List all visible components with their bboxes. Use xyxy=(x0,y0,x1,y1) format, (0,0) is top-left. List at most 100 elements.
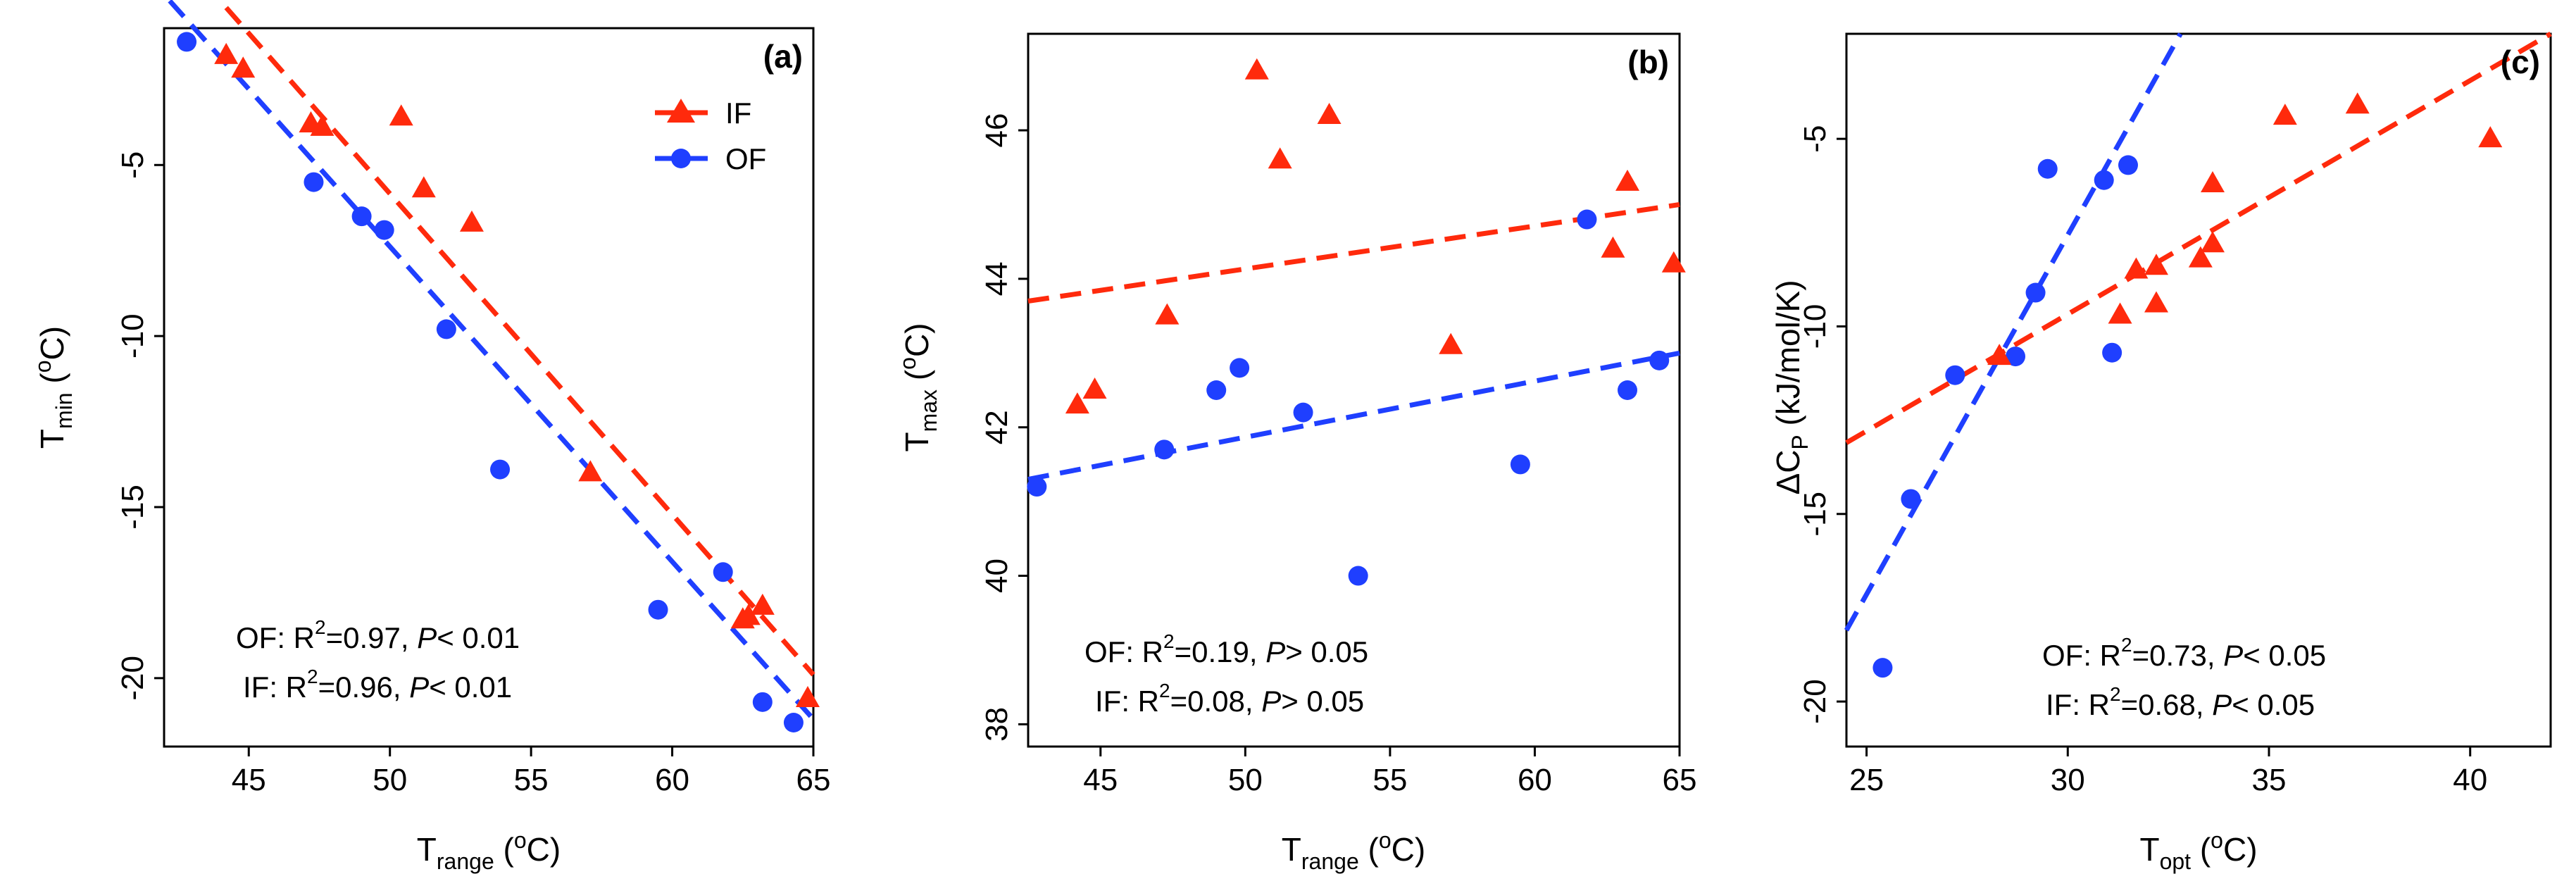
data-point-if xyxy=(231,56,256,78)
legend-of-circle xyxy=(671,149,691,168)
data-point-if xyxy=(2124,257,2149,279)
y-tick-label: -20 xyxy=(1798,679,1832,724)
y-tick-label: -20 xyxy=(115,656,150,701)
data-point-of xyxy=(1027,477,1047,497)
data-point-of xyxy=(1206,380,1227,400)
legend-if-triangle xyxy=(667,99,695,123)
x-tick-label: 50 xyxy=(373,763,407,797)
fit-line-of xyxy=(1027,350,1680,482)
data-point-if xyxy=(2201,171,2225,193)
data-point-if xyxy=(1155,303,1180,325)
x-tick-label: 65 xyxy=(1663,763,1697,797)
stat-annotation-if: IF: R2=0.96, P< 0.01 xyxy=(243,666,512,704)
data-point-of xyxy=(490,459,511,480)
stat-annotation-of: OF: R2=0.97, P< 0.01 xyxy=(236,616,520,654)
data-point-of xyxy=(2037,158,2058,179)
legend: IF OF xyxy=(655,96,766,175)
stat-annotation-if: IF: R2=0.68, P< 0.05 xyxy=(2046,683,2315,721)
data-point-if xyxy=(1987,344,2012,366)
tick-group: 45 50 55 60 65 38 40 42 44 46 xyxy=(980,113,1696,797)
data-point-of xyxy=(1901,489,1921,509)
data-points xyxy=(1027,58,1686,586)
panel-c: 25 30 35 40 -5 -10 -15 -20 (c) OF: R2=0.73, P< … xyxy=(1770,31,2552,874)
data-point-of xyxy=(783,713,804,732)
data-point-of xyxy=(1872,658,1893,678)
y-tick-label: -10 xyxy=(115,313,150,358)
y-tick-label: -15 xyxy=(115,485,150,530)
y-tick-label: 46 xyxy=(980,113,1014,148)
data-point-of xyxy=(374,220,394,240)
data-point-of xyxy=(1945,365,1965,385)
plot-frame xyxy=(1845,32,2552,748)
y-tick-label: -10 xyxy=(1798,304,1832,349)
data-point-if xyxy=(750,593,775,615)
data-point-if xyxy=(2272,104,2297,125)
fit-lines xyxy=(168,0,815,721)
data-point-if xyxy=(1615,169,1639,191)
x-tick-label: 45 xyxy=(232,763,266,797)
data-point-if xyxy=(310,114,334,136)
stat-annotation-of: OF: R2=0.19, P> 0.05 xyxy=(1084,630,1368,668)
data-point-if xyxy=(1439,332,1463,354)
y-axis-label: Tmax (oC) xyxy=(895,323,942,451)
stat-annotation-if: IF: R2=0.08, P> 0.05 xyxy=(1095,680,1364,718)
data-point-if xyxy=(2188,246,2213,268)
data-point-of xyxy=(1510,454,1530,475)
data-point-if xyxy=(411,176,436,198)
tick-group: 25 30 35 40 -5 -10 -15 -20 xyxy=(1798,125,2487,797)
data-point-of xyxy=(1618,380,1637,400)
data-point-if xyxy=(214,42,239,64)
data-point-of xyxy=(177,32,197,52)
data-point-of xyxy=(1577,209,1597,230)
y-axis-label: ΔCP (kJ/mol/K) xyxy=(1770,280,1813,494)
fit-line-if xyxy=(1027,201,1680,304)
panel-label: (c) xyxy=(2501,44,2540,80)
x-tick-label: 50 xyxy=(1228,763,1263,797)
data-point-of xyxy=(2118,155,2138,175)
plot-frame xyxy=(1027,32,1681,748)
data-point-if xyxy=(1601,236,1625,258)
data-point-if xyxy=(459,210,484,232)
data-point-if xyxy=(2144,254,2168,275)
plot-frame xyxy=(163,27,815,748)
y-tick-label: 40 xyxy=(980,559,1014,593)
data-point-if xyxy=(736,604,761,625)
data-point-of xyxy=(648,599,668,620)
fit-line-of xyxy=(1844,32,2183,632)
x-tick-label: 25 xyxy=(1849,763,1884,797)
x-axis-label: Trange (oC) xyxy=(1282,828,1425,874)
data-point-of xyxy=(752,692,773,712)
data-point-of xyxy=(1649,350,1670,370)
data-point-if xyxy=(389,104,413,126)
data-point-if xyxy=(2345,92,2370,114)
fit-lines xyxy=(1844,31,2552,632)
x-tick-label: 55 xyxy=(1373,763,1407,797)
fit-line-of xyxy=(168,0,815,721)
data-point-if xyxy=(2478,126,2503,148)
y-tick-label: -5 xyxy=(115,151,150,179)
panel-label: (a) xyxy=(763,38,803,75)
legend-if-label: IF xyxy=(725,96,751,130)
panel-label: (b) xyxy=(1627,44,1669,80)
data-point-if xyxy=(1268,147,1292,169)
data-points xyxy=(1872,92,2503,678)
y-tick-label: -5 xyxy=(1798,125,1832,153)
x-axis-label: Trange (oC) xyxy=(417,828,561,874)
x-tick-label: 60 xyxy=(1518,763,1552,797)
data-point-of xyxy=(1293,402,1313,423)
x-tick-label: 30 xyxy=(2051,763,2085,797)
x-tick-label: 45 xyxy=(1083,763,1118,797)
x-tick-label: 40 xyxy=(2453,763,2487,797)
data-point-if xyxy=(795,686,820,707)
data-point-if xyxy=(2108,302,2132,324)
legend-of-label: OF xyxy=(725,142,766,175)
stat-annotation-of: OF: R2=0.73, P< 0.05 xyxy=(2042,634,2326,672)
x-tick-label: 55 xyxy=(514,763,549,797)
data-point-if xyxy=(2144,291,2168,313)
data-point-if xyxy=(2201,231,2225,253)
y-tick-label: 38 xyxy=(980,707,1014,742)
y-axis-label: Tmin (oC) xyxy=(30,326,77,449)
data-point-of xyxy=(1154,439,1175,460)
data-point-if xyxy=(1661,251,1686,273)
